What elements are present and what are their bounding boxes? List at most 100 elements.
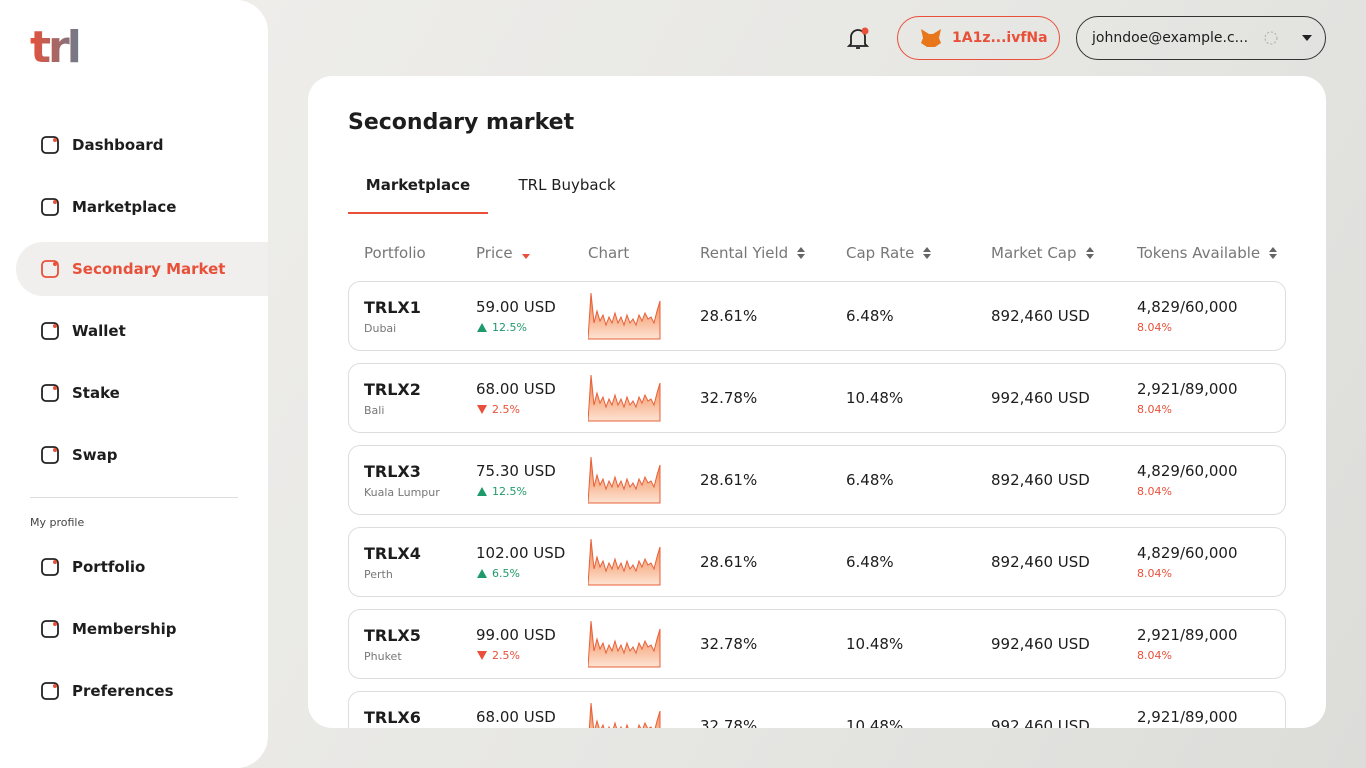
column-header[interactable]: Price [476,244,531,262]
market-cap: 892,460 USD [991,307,1090,325]
wallet-button[interactable]: 1A1z...ivfNa [897,16,1060,60]
fox-icon [921,29,941,47]
price: 102.00 USD [476,544,566,562]
nav-item[interactable]: Preferences [16,664,268,718]
tab[interactable]: TRL Buyback [518,176,616,194]
email: johndoe@example.c... [1092,30,1249,46]
sort-icon [521,247,531,259]
portfolio-name: TRLX2 [364,380,421,399]
market-cap: 992,460 USD [991,389,1090,407]
nav-icon [41,198,59,216]
trend-arrow [477,323,487,332]
trend-arrow [477,405,487,414]
nav-label: Marketplace [72,198,177,216]
trend-arrow [477,651,487,660]
sort-icon [922,247,932,259]
sparkline [587,456,662,509]
nav-item[interactable]: Dashboard [16,118,268,172]
location: Bali [364,404,385,417]
tokens-change: 8.04% [1137,403,1172,416]
nav-label: Stake [72,384,120,402]
nav-label: Preferences [72,682,174,700]
nav-item[interactable]: Swap [16,428,268,482]
location: Dubai [364,322,397,335]
column-header: Chart [588,244,629,262]
wallet-address: 1A1z...ivfNa [952,30,1048,46]
price-change: 2.5% [477,649,520,662]
nav-icon [41,260,59,278]
nav-icon [41,136,59,154]
nav-icon [41,682,59,700]
rental-yield: 32.78% [700,717,758,728]
tokens-change: 8.04% [1137,649,1172,662]
nav-item[interactable]: Wallet [16,304,268,358]
nav-icon [41,384,59,402]
nav-icon [41,558,59,576]
column-header[interactable]: Tokens Available [1137,244,1278,262]
location: Kuala Lumpur [364,486,440,499]
page-title: Secondary market [348,110,575,135]
column-header[interactable]: Market Cap [991,244,1095,262]
nav-item[interactable]: Secondary Market [16,242,268,296]
nav-item[interactable]: Membership [16,602,268,656]
nav-icon [41,322,59,340]
market-cap: 992,460 USD [991,717,1090,728]
nav-icon [41,620,59,638]
table-row[interactable]: TRLX4 Perth 102.00 USD 6.5% 28.61% 6.48% 892,4… [348,527,1286,597]
price-change: 12.5% [477,321,527,334]
rental-yield: 28.61% [700,471,758,489]
tokens-change: 8.04% [1137,567,1172,580]
portfolio-name: TRLX5 [364,626,421,645]
table-row[interactable]: TRLX6 68.00 USD 32.78% 10.48% 992,460 USD 2,9… [348,691,1286,728]
column-header[interactable]: Cap Rate [846,244,932,262]
nav-item[interactable]: Portfolio [16,540,268,594]
sparkline [587,374,662,427]
market-cap: 892,460 USD [991,553,1090,571]
tokens-change: 8.04% [1137,485,1172,498]
column-label: Cap Rate [846,244,915,262]
cap-rate: 10.48% [846,389,904,407]
nav-label: Membership [72,620,177,638]
column-label: Chart [588,244,630,262]
sparkline [587,292,662,345]
tokens-available: 4,829/60,000 [1137,298,1238,316]
table-row[interactable]: TRLX1 Dubai 59.00 USD 12.5% 28.61% 6.48% 892,4… [348,281,1286,351]
nav-label: Secondary Market [72,260,226,278]
price: 59.00 USD [476,298,556,316]
change-value: 6.5% [492,567,520,580]
column-label: Price [476,244,513,262]
price: 68.00 USD [476,708,556,726]
tokens-change: 8.04% [1137,321,1172,334]
rental-yield: 28.61% [700,553,758,571]
portfolio-name: TRLX6 [364,708,421,727]
table-row[interactable]: TRLX3 Kuala Lumpur 75.30 USD 12.5% 28.61% 6.4… [348,445,1286,515]
column-label: Rental Yield [700,244,789,262]
main-card: Secondary market Marketplace TRL Buyback… [308,76,1326,728]
portfolio-name: TRLX3 [364,462,421,481]
rental-yield: 32.78% [700,635,758,653]
nav-icon [41,446,59,464]
portfolio-name: TRLX1 [364,298,421,317]
sort-icon [796,247,806,259]
cap-rate: 6.48% [846,471,894,489]
sparkline [587,620,662,673]
nav-item[interactable]: Stake [16,366,268,420]
trend-arrow [477,487,487,496]
tokens-available: 4,829/60,000 [1137,462,1238,480]
table-row[interactable]: TRLX2 Bali 68.00 USD 2.5% 32.78% 10.48% 992,46… [348,363,1286,433]
notification-bell[interactable] [846,26,870,52]
tab[interactable]: Marketplace [348,176,488,214]
location: Phuket [364,650,402,663]
nav-label: Dashboard [72,136,164,154]
account-dropdown[interactable]: johndoe@example.c... [1076,16,1326,60]
nav-label: Wallet [72,322,126,340]
cap-rate: 6.48% [846,553,894,571]
column-label: Market Cap [991,244,1077,262]
column-header: Portfolio [364,244,426,262]
change-value: 2.5% [492,649,520,662]
nav-item[interactable]: Marketplace [16,180,268,234]
table-row[interactable]: TRLX5 Phuket 99.00 USD 2.5% 32.78% 10.48% 992,… [348,609,1286,679]
portfolio-name: TRLX4 [364,544,421,563]
column-header[interactable]: Rental Yield [700,244,806,262]
